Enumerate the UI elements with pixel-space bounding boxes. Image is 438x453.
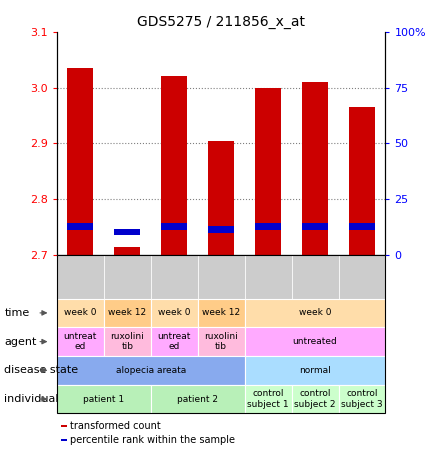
Bar: [61, 425, 67, 428]
Text: agent: agent: [4, 337, 37, 347]
Bar: [292, 255, 339, 299]
Text: alopecia areata: alopecia areata: [116, 366, 186, 375]
Bar: [245, 356, 385, 385]
Bar: [104, 255, 151, 299]
Text: ruxolini
tib: ruxolini tib: [110, 332, 144, 352]
Text: normal: normal: [299, 366, 331, 375]
Bar: [67, 68, 93, 255]
Text: week 0: week 0: [158, 308, 191, 318]
Text: untreat
ed: untreat ed: [64, 332, 97, 352]
Bar: [245, 299, 385, 327]
Bar: [292, 385, 339, 414]
Text: week 12: week 12: [202, 308, 240, 318]
Bar: [57, 255, 104, 299]
Bar: [114, 229, 140, 236]
Text: untreat
ed: untreat ed: [158, 332, 191, 352]
Bar: [57, 327, 104, 356]
Text: control
subject 3: control subject 3: [341, 389, 383, 409]
Bar: [198, 327, 245, 356]
Bar: [104, 327, 151, 356]
Text: week 0: week 0: [64, 308, 97, 318]
Text: transformed count: transformed count: [70, 421, 161, 431]
Bar: [104, 299, 151, 327]
Bar: [349, 107, 375, 255]
Text: ruxolini
tib: ruxolini tib: [204, 332, 238, 352]
Bar: [61, 439, 67, 441]
Bar: [151, 327, 198, 356]
Bar: [208, 226, 234, 233]
Text: percentile rank within the sample: percentile rank within the sample: [70, 435, 235, 445]
Bar: [57, 299, 104, 327]
Bar: [245, 327, 385, 356]
Text: time: time: [4, 308, 30, 318]
Bar: [255, 223, 281, 230]
Bar: [57, 356, 245, 385]
Bar: [151, 299, 198, 327]
Bar: [302, 82, 328, 255]
Text: patient 2: patient 2: [177, 395, 218, 404]
Text: patient 1: patient 1: [83, 395, 124, 404]
Bar: [151, 255, 198, 299]
Bar: [114, 246, 140, 255]
Bar: [67, 223, 93, 230]
Bar: [161, 223, 187, 230]
Bar: [208, 140, 234, 255]
Text: control
subject 2: control subject 2: [294, 389, 336, 409]
Bar: [245, 255, 292, 299]
Bar: [57, 255, 385, 414]
Bar: [198, 255, 245, 299]
Text: disease state: disease state: [4, 365, 78, 376]
Text: individual: individual: [4, 394, 59, 404]
Bar: [161, 77, 187, 255]
Bar: [349, 223, 375, 230]
Bar: [245, 385, 292, 414]
Text: untreated: untreated: [293, 337, 337, 346]
Bar: [302, 223, 328, 230]
Bar: [151, 385, 245, 414]
Bar: [57, 385, 151, 414]
Text: control
subject 1: control subject 1: [247, 389, 289, 409]
Bar: [339, 255, 385, 299]
Bar: [339, 385, 385, 414]
Bar: [255, 87, 281, 255]
Bar: [198, 299, 245, 327]
Title: GDS5275 / 211856_x_at: GDS5275 / 211856_x_at: [137, 15, 305, 29]
Text: week 0: week 0: [299, 308, 331, 318]
Text: week 12: week 12: [108, 308, 146, 318]
